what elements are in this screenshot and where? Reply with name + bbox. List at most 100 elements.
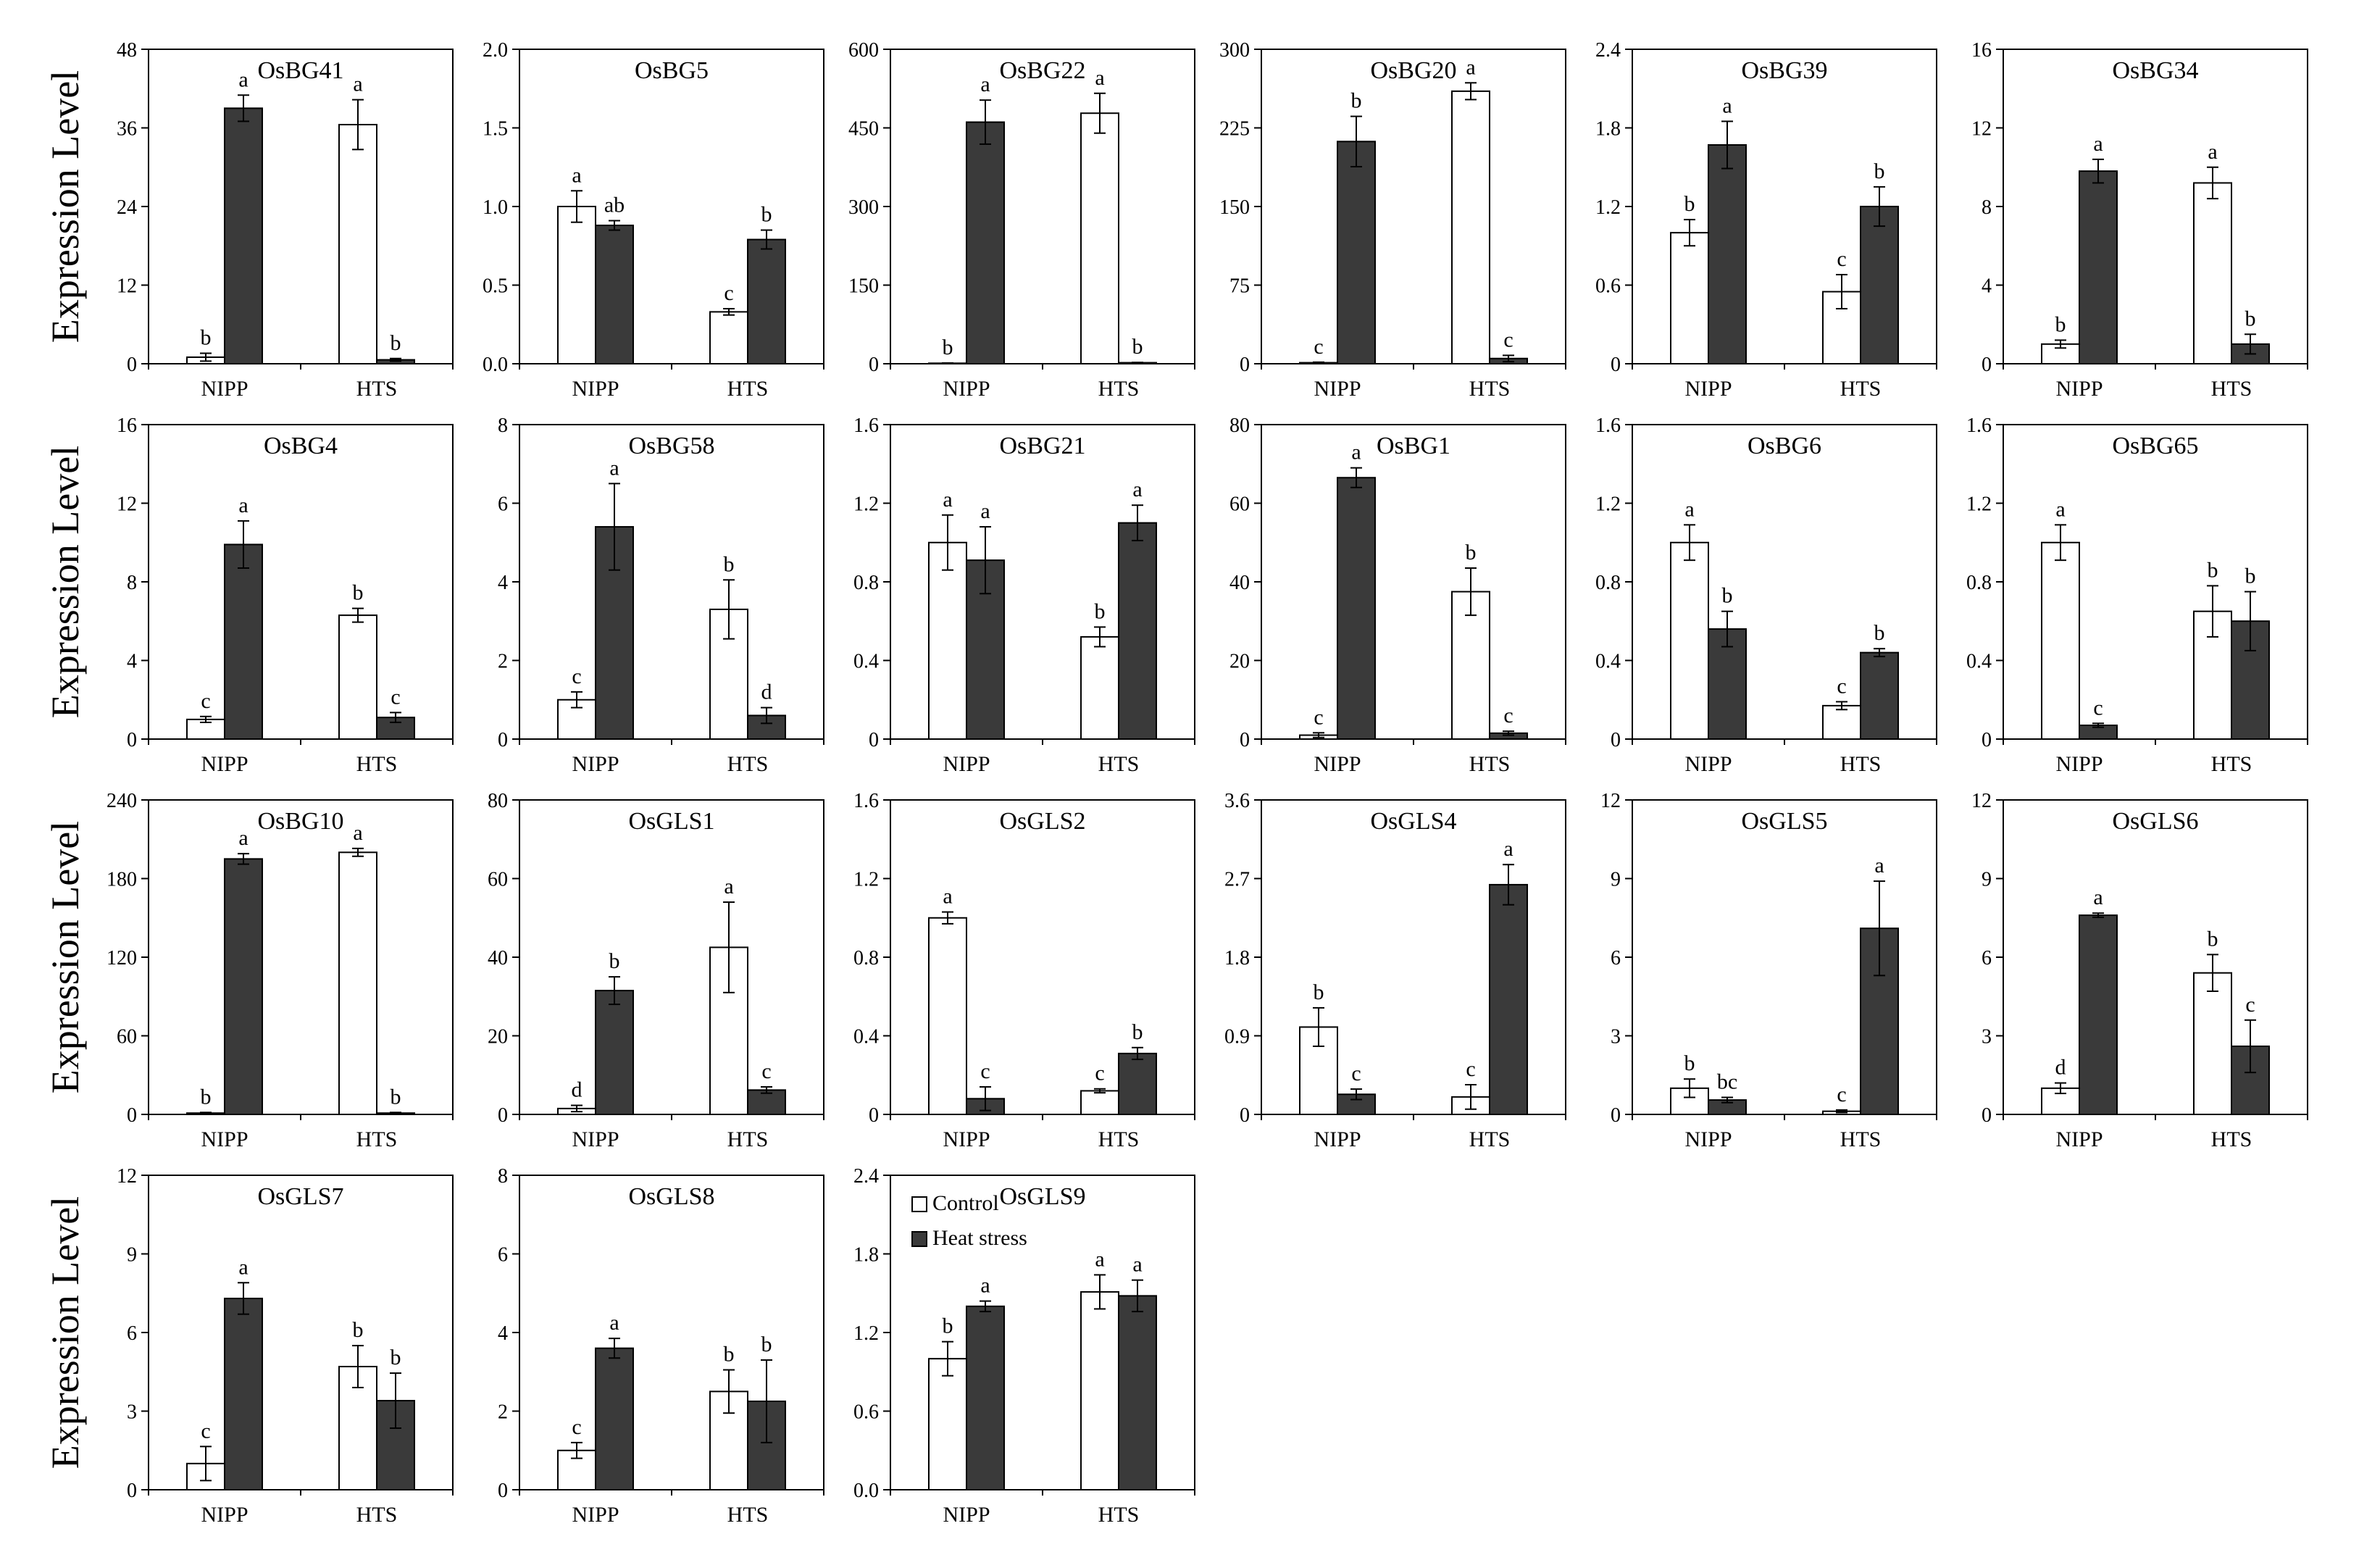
significance-label: c (1837, 1083, 1846, 1106)
y-tick-label: 48 (117, 39, 137, 62)
y-tick-label: 1.8 (1224, 947, 1250, 969)
bar-heat-HTS (1860, 206, 1899, 364)
bar-control-HTS (1451, 591, 1490, 740)
y-tick-label: 9 (1611, 869, 1621, 891)
bar-control-HTS (1080, 1290, 1119, 1490)
panel-title: OsBG34 (2112, 57, 2198, 84)
x-category-label: NIPP (943, 752, 990, 776)
y-tick-label: 1.8 (853, 1244, 879, 1267)
significance-label: b (2245, 564, 2256, 588)
significance-label: b (724, 1343, 735, 1367)
y-tick-label: 8 (127, 572, 137, 594)
y-tick-label: 40 (488, 947, 508, 969)
panel-title: OsGLS8 (628, 1183, 714, 1210)
y-tick-label: 75 (1229, 275, 1250, 298)
significance-label: c (2245, 993, 2255, 1017)
y-tick-label: 0.8 (853, 572, 879, 594)
panel-title: OsGLS7 (257, 1183, 343, 1210)
y-tick-label: 2.4 (1595, 39, 1621, 62)
y-tick-label: 12 (1971, 118, 1992, 141)
significance-label: a (609, 456, 619, 480)
legend-label-heat-stress: Heat stress (932, 1226, 1027, 1250)
y-tick-label: 0.4 (1595, 651, 1621, 673)
panel-title: OsGLS1 (628, 808, 714, 835)
bar-control-HTS (338, 851, 377, 1116)
bar-heat-NIPP (224, 543, 263, 741)
chart-panel-OsGLS7: 0 3 6 9 12 OsGLS7 c a NIPP b b HTS (117, 1165, 454, 1527)
significance-label: b (391, 1085, 401, 1109)
y-tick-label: 36 (117, 118, 137, 141)
y-tick-label: 0 (1611, 729, 1621, 751)
significance-label: b (609, 949, 620, 973)
x-category-label: HTS (1840, 377, 1882, 401)
plot-frame (519, 799, 824, 1115)
y-tick-label: 1.2 (853, 869, 879, 891)
significance-label: b (2055, 312, 2066, 336)
y-tick-label: 6 (1982, 947, 1992, 969)
significance-label: b (1874, 621, 1885, 645)
significance-label: b (761, 203, 772, 227)
y-tick-label: 0.0 (483, 354, 508, 376)
y-tick-label: 0 (869, 354, 879, 376)
y-tick-label: 12 (1600, 790, 1621, 812)
bar-heat-NIPP (595, 225, 634, 365)
y-tick-label: 0 (127, 729, 137, 751)
y-tick-label: 0.4 (853, 651, 879, 673)
y-tick-label: 600 (848, 39, 879, 62)
bar-heat-HTS (1118, 522, 1157, 740)
panel-title: OsBG22 (999, 57, 1085, 84)
significance-label: a (238, 67, 248, 91)
bar-control-HTS (1451, 90, 1490, 364)
x-category-label: HTS (356, 1127, 398, 1151)
bar-control-HTS (2193, 610, 2232, 740)
y-tick-label: 12 (117, 1165, 137, 1188)
significance-label: b (1684, 192, 1695, 216)
y-tick-label: 20 (488, 1026, 508, 1048)
significance-label: b (1684, 1051, 1695, 1075)
bar-heat-HTS (1860, 651, 1899, 741)
chart-panel-OsBG34: 0 4 8 12 16 OsBG34 b a NIPP a b HTS (1971, 39, 2308, 401)
x-category-label: HTS (1098, 1503, 1140, 1527)
x-category-label: HTS (1469, 752, 1511, 776)
significance-label: b (1132, 335, 1143, 359)
bar-heat-HTS (1489, 883, 1528, 1115)
x-category-label: HTS (727, 752, 769, 776)
plot-frame (148, 424, 454, 740)
bar-heat-NIPP (1708, 144, 1747, 364)
y-tick-label: 60 (117, 1026, 137, 1048)
bar-heat-NIPP (595, 990, 634, 1116)
significance-label: d (761, 680, 772, 704)
y-tick-label: 2 (498, 1401, 508, 1424)
significance-label: c (201, 1419, 210, 1443)
y-tick-label: 0 (127, 1104, 137, 1127)
significance-label: b (353, 581, 364, 605)
y-tick-label: 0.8 (1595, 572, 1621, 594)
x-category-label: HTS (1469, 1127, 1511, 1151)
bar-heat-HTS (1118, 1295, 1157, 1491)
significance-label: c (761, 1059, 771, 1083)
x-category-label: HTS (727, 1127, 769, 1151)
y-tick-label: 0.8 (853, 947, 879, 969)
x-category-label: HTS (356, 377, 398, 401)
x-category-label: NIPP (2055, 1127, 2103, 1151)
panel-title: OsBG58 (628, 433, 714, 459)
x-category-label: NIPP (1314, 752, 1361, 776)
significance-label: a (572, 163, 581, 187)
significance-label: a (1466, 55, 1475, 79)
bar-control-HTS (1080, 1090, 1119, 1115)
significance-label: b (201, 1085, 212, 1109)
x-category-label: NIPP (572, 377, 619, 401)
y-tick-label: 1.2 (1595, 196, 1621, 219)
y-tick-label: 0.6 (853, 1401, 879, 1424)
x-category-label: HTS (2211, 752, 2252, 776)
bar-heat-NIPP (224, 107, 263, 364)
legend: Control Heat stress (911, 1191, 1027, 1250)
y-tick-label: 0.5 (483, 275, 508, 298)
legend-swatch-heat-stress (911, 1231, 927, 1247)
significance-label: b (391, 1346, 401, 1369)
bar-heat-NIPP (595, 1347, 634, 1490)
x-category-label: HTS (1098, 1127, 1140, 1151)
x-category-label: HTS (2211, 377, 2252, 401)
y-tick-label: 1.6 (1595, 414, 1621, 437)
